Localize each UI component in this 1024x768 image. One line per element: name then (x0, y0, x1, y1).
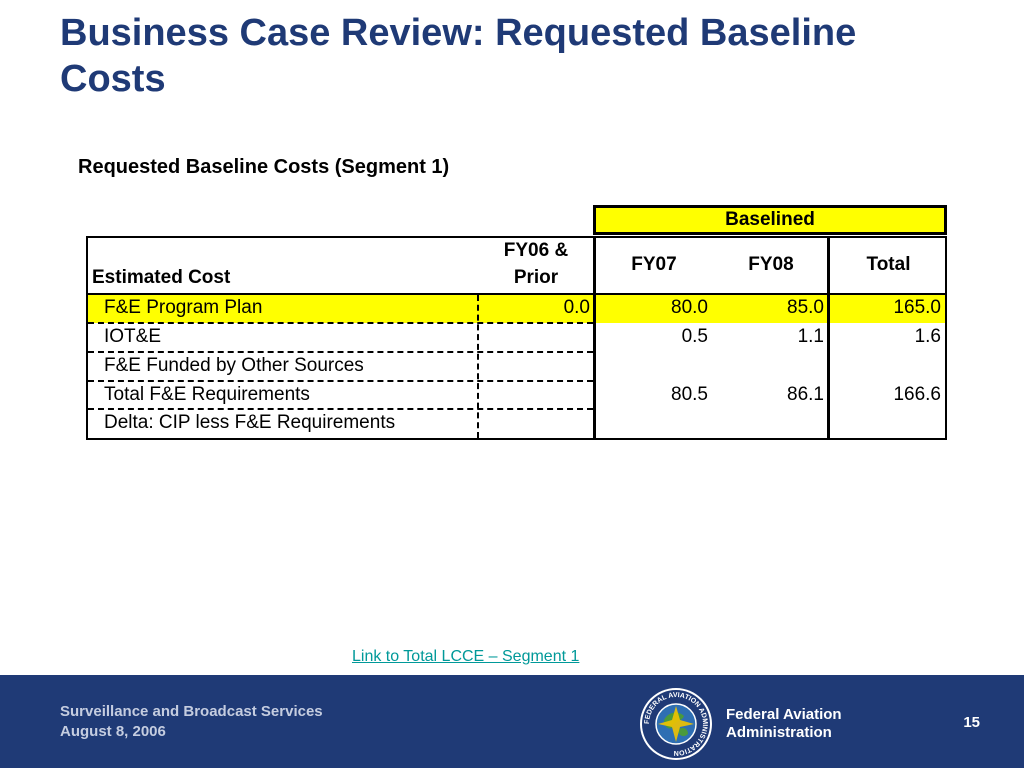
row-highlight (88, 295, 945, 323)
cell-total: 1.6 (914, 326, 941, 347)
column-header-estimated-cost: Estimated Cost (92, 267, 231, 288)
row-label: Total F&E Requirements (104, 384, 310, 405)
cell-fy07: 80.5 (671, 384, 708, 405)
header-divider (86, 293, 947, 295)
column-divider-baselined-left (593, 236, 596, 440)
column-divider-prior-left (477, 295, 479, 438)
column-header-prior-line2: Prior (513, 267, 559, 288)
row-divider (88, 380, 593, 382)
cell-fy07: 80.0 (671, 297, 708, 318)
row-label: F&E Funded by Other Sources (104, 355, 364, 376)
cell-fy07: 0.5 (681, 326, 708, 347)
row-label: Delta: CIP less F&E Requirements (104, 412, 396, 433)
agency-name-line2: Administration (726, 724, 832, 741)
row-divider (88, 351, 593, 353)
footer-bar: Surveillance and Broadcast Services Augu… (0, 675, 1024, 768)
faa-seal-logo: FEDERAL AVIATION ADMINISTRATION (640, 688, 712, 760)
row-label: F&E Program Plan (104, 297, 263, 318)
total-lcce-link[interactable]: Link to Total LCCE – Segment 1 (352, 648, 580, 665)
column-divider-total-left (827, 236, 830, 440)
column-header-fy07: FY07 (631, 254, 677, 275)
column-header-total: Total (866, 254, 911, 275)
cell-total: 165.0 (893, 297, 941, 318)
footer-program: Surveillance and Broadcast Services (60, 703, 323, 720)
cell-prior: 0.0 (563, 297, 590, 318)
cell-fy08: 1.1 (797, 326, 824, 347)
cost-table (86, 236, 947, 440)
table-heading: Requested Baseline Costs (Segment 1) (78, 156, 450, 178)
cell-fy08: 85.0 (787, 297, 824, 318)
cell-fy08: 86.1 (787, 384, 824, 405)
page-number: 15 (963, 714, 980, 731)
cell-total: 166.6 (893, 384, 941, 405)
agency-name-line1: Federal Aviation (726, 706, 842, 723)
column-header-prior-line1: FY06 & (503, 240, 569, 261)
baselined-header: Baselined (593, 205, 947, 235)
slide-title: Business Case Review: Requested Baseline… (60, 12, 857, 100)
row-divider (88, 408, 593, 410)
column-header-fy08: FY08 (748, 254, 794, 275)
footer-date: August 8, 2006 (60, 723, 166, 740)
row-divider (88, 322, 593, 324)
row-label: IOT&E (104, 326, 162, 347)
